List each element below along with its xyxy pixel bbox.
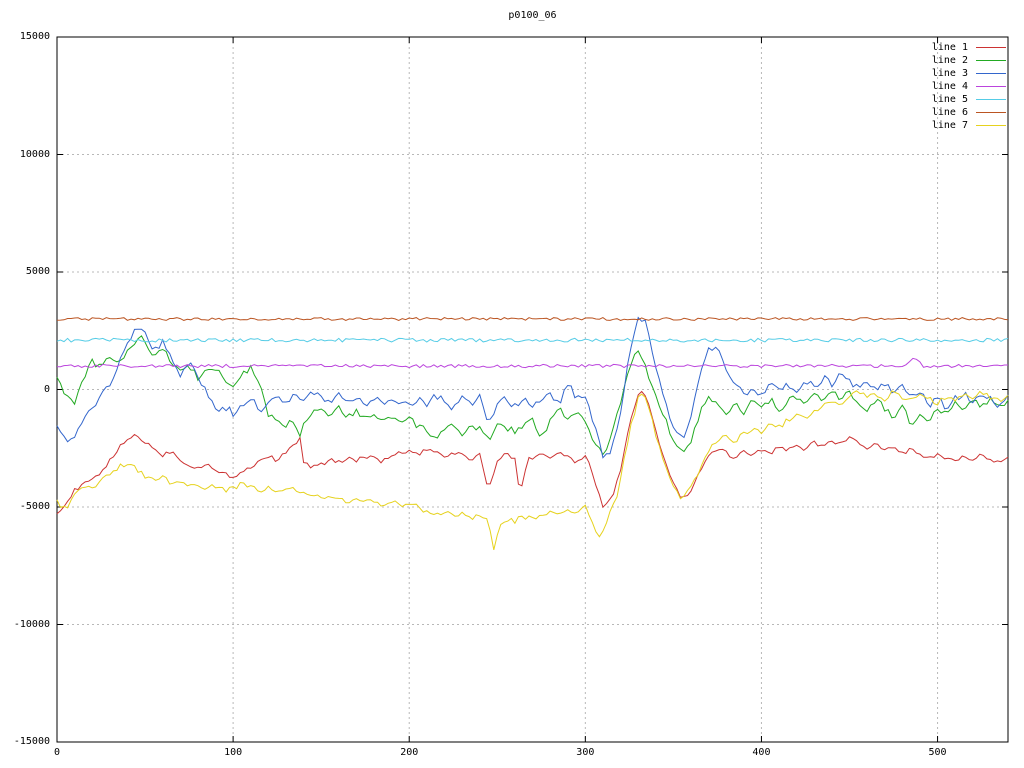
x-tick-label: 400 [752, 747, 771, 758]
legend-item: line 7 [932, 119, 1006, 132]
legend-label: line 5 [931, 94, 968, 105]
y-tick-label: 0 [43, 383, 50, 395]
legend-line-sample [976, 73, 1006, 74]
x-tick-label: 0 [53, 747, 61, 758]
series-line-4 [56, 357, 1008, 369]
series-line-6 [56, 317, 1009, 321]
y-tick-label: -15000 [13, 736, 50, 747]
legend-line-sample [976, 99, 1006, 100]
legend-item: line 5 [932, 93, 1006, 106]
series-line-1 [56, 390, 1009, 515]
legend-item: line 6 [932, 106, 1006, 119]
series-line-2 [56, 335, 1009, 456]
legend-label: line 1 [931, 42, 968, 53]
legend-label: line 4 [931, 81, 968, 92]
y-tick-label: -5000 [19, 501, 50, 512]
legend-item: line 3 [932, 67, 1006, 80]
y-tick-label: 15000 [19, 31, 50, 42]
legend-label: line 3 [931, 68, 968, 79]
legend: line 1 line 2 line 3 line 4 line 5 line 6 line… [932, 41, 1006, 132]
y-tick-label: -10000 [13, 618, 50, 630]
legend-item: line 4 [932, 80, 1006, 93]
series-line-7 [56, 390, 1009, 551]
series-line-5 [56, 337, 1009, 343]
legend-label: line 2 [931, 55, 968, 66]
legend-line-sample [976, 60, 1006, 61]
x-tick-label: 200 [400, 747, 419, 758]
y-tick-label: 5000 [25, 266, 50, 277]
x-tick-label: 300 [576, 747, 595, 758]
series-line-3 [56, 316, 1009, 459]
legend-line-sample [976, 47, 1006, 48]
legend-line-sample [976, 125, 1006, 126]
legend-item: line 1 [932, 41, 1006, 54]
y-tick-label: 10000 [19, 148, 50, 160]
legend-label: line 6 [931, 107, 968, 118]
legend-item: line 2 [932, 54, 1006, 67]
x-tick-label: 100 [224, 747, 243, 758]
x-tick-label: 500 [928, 747, 947, 758]
legend-line-sample [976, 86, 1006, 87]
chart-title: p0100_06 [508, 10, 557, 21]
legend-line-sample [976, 112, 1006, 113]
legend-label: line 7 [931, 120, 968, 131]
